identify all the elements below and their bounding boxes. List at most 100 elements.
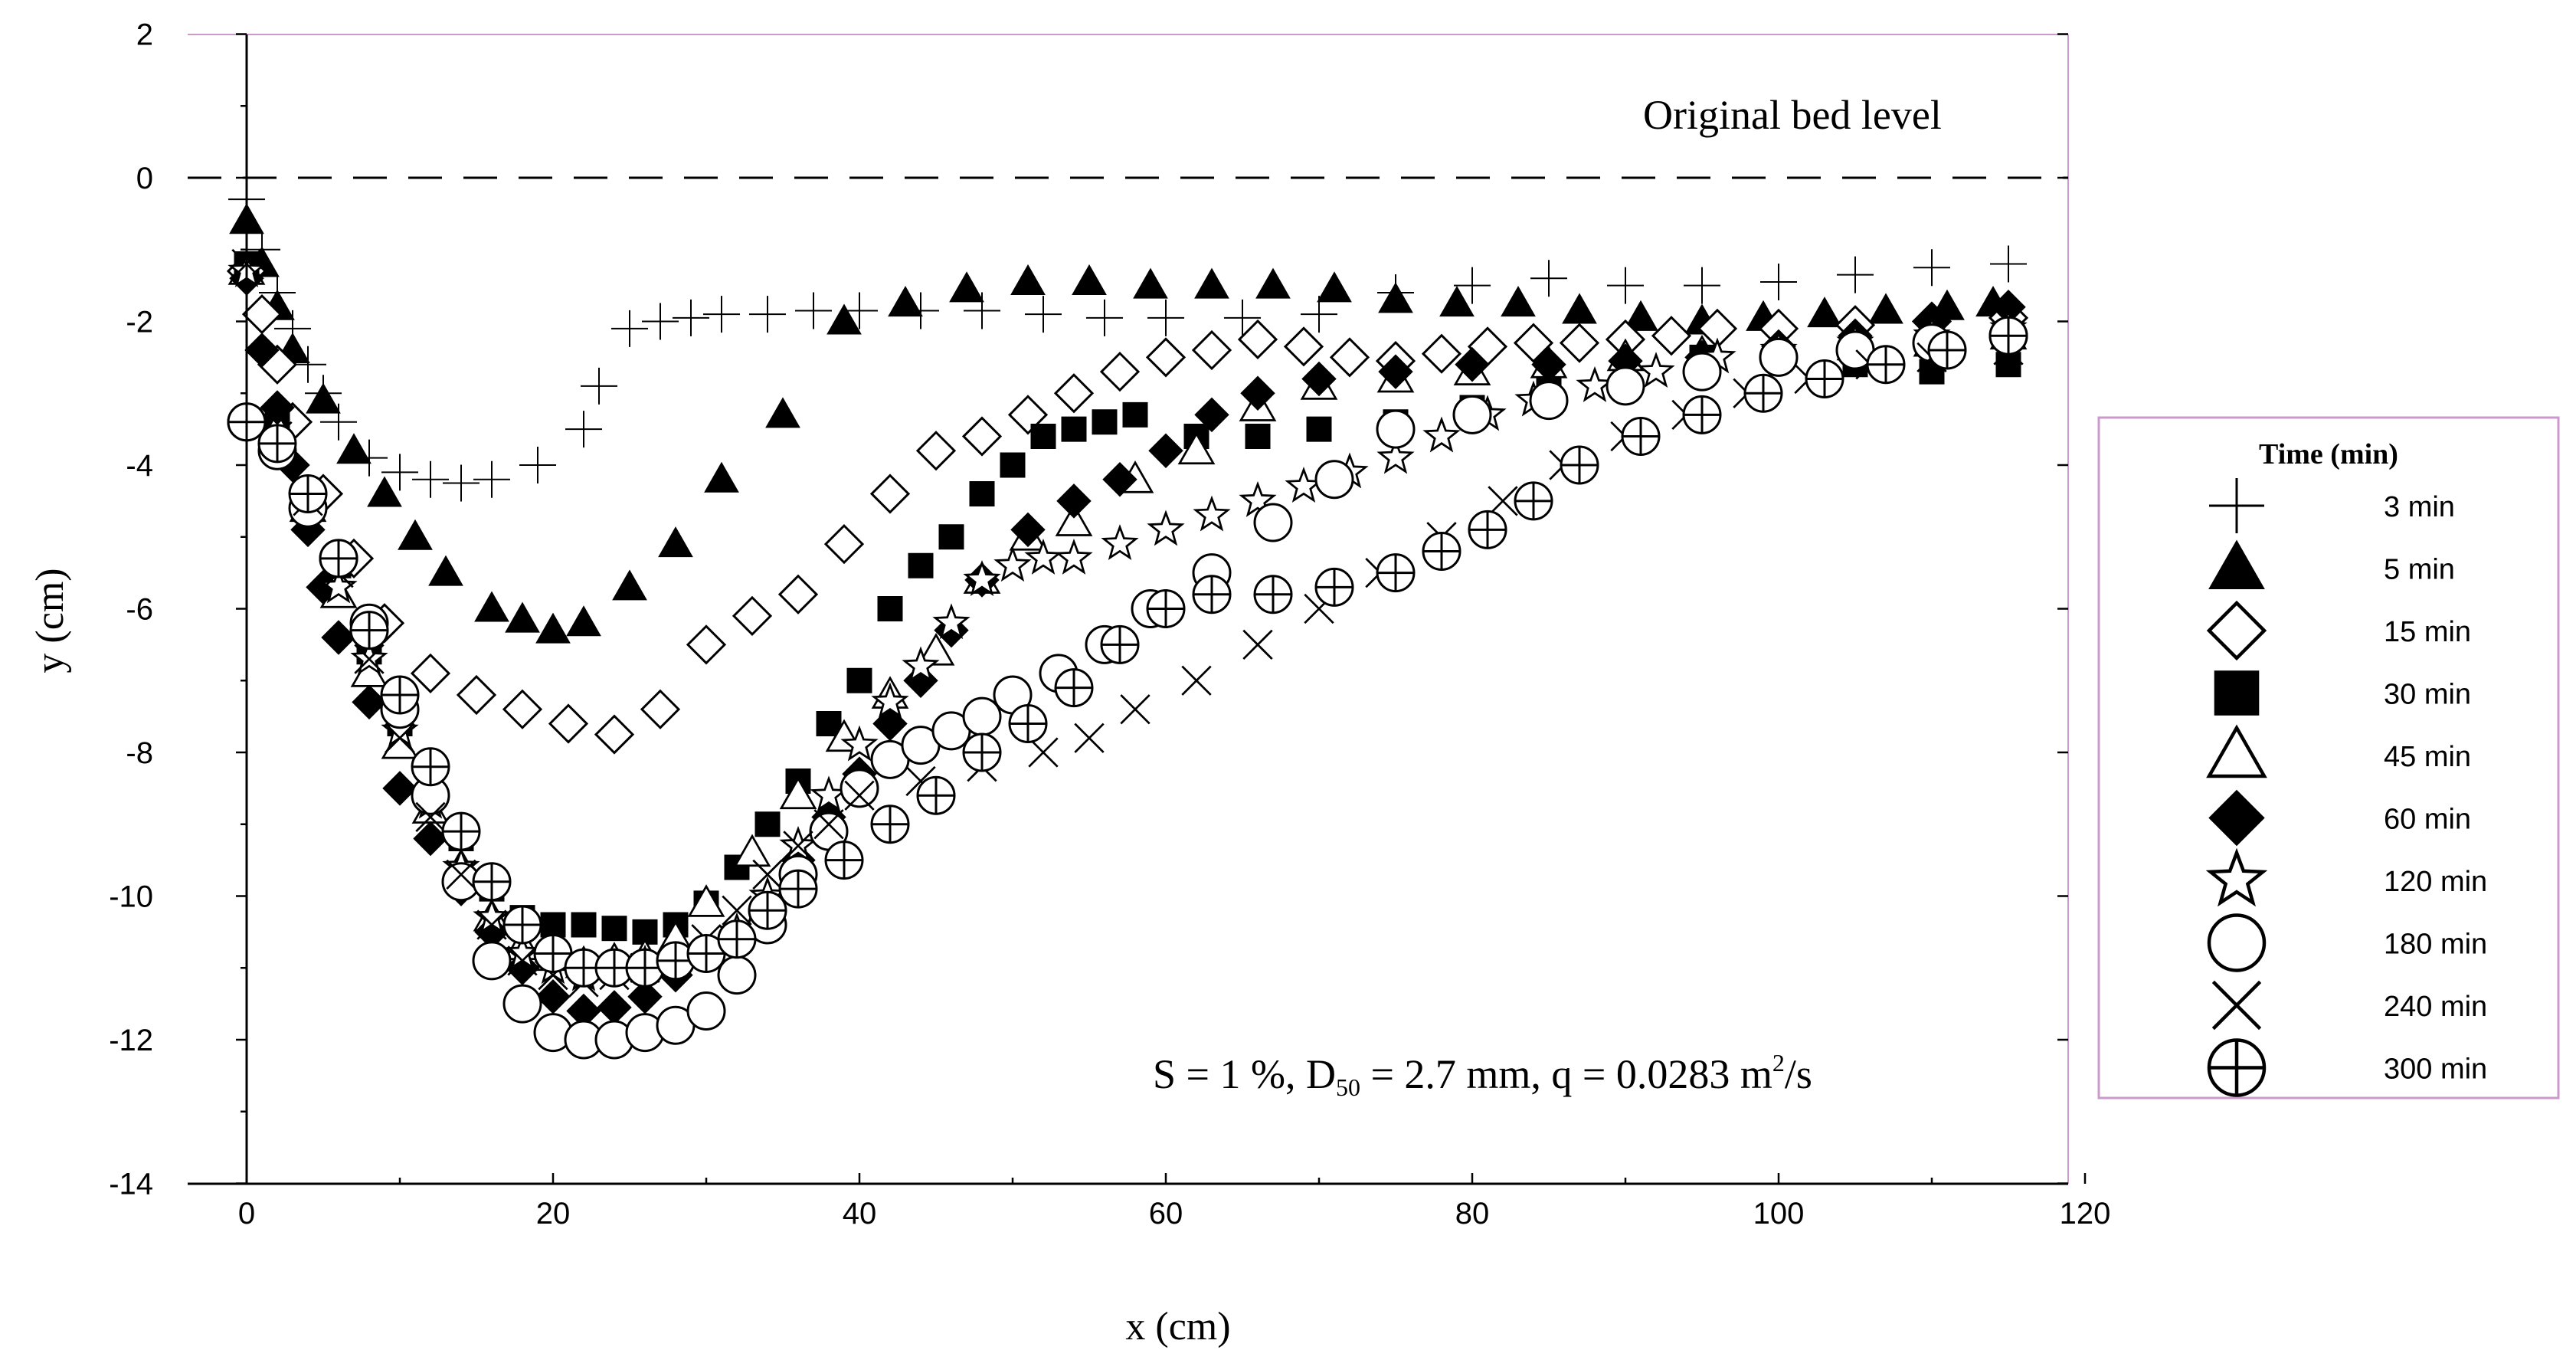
data-point [288, 474, 328, 513]
data-point [1255, 267, 1291, 299]
data-point [1454, 267, 1491, 304]
data-point [1101, 524, 1139, 561]
parameters-annotation: S = 1 %, D50 = 2.7 mm, q = 0.0283 m2/s [1153, 1049, 1812, 1101]
data-point [1102, 462, 1137, 497]
annotation-middle: = 2.7 mm, q = 0.0283 m [1360, 1051, 1772, 1097]
data-point [963, 560, 1001, 596]
data-point [385, 723, 415, 753]
data-point [1317, 271, 1352, 303]
y-tick-label: -14 [109, 1168, 153, 1201]
y-tick-label: -2 [126, 306, 153, 339]
data-point [380, 675, 420, 715]
legend-title: Time (min) [2259, 438, 2398, 470]
legend-entry: 5 min [2208, 539, 2455, 589]
data-point [625, 948, 665, 988]
data-point [241, 294, 283, 335]
data-point [1329, 337, 1370, 378]
data-point [502, 984, 542, 1024]
legend-marker-triangle-open [2206, 724, 2267, 778]
data-point [962, 732, 1002, 772]
y-axis-title: y (cm) [28, 568, 72, 673]
plot-frame [188, 34, 2069, 1184]
legend-label: 300 min [2384, 1054, 2487, 1086]
legend-entry: 120 min [2205, 847, 2487, 907]
data-point [505, 601, 540, 633]
data-point [535, 612, 571, 644]
data-point [915, 431, 957, 471]
data-point [1422, 532, 1461, 571]
data-point [519, 447, 556, 483]
legend-marker-diamond-open [2206, 600, 2267, 661]
data-point [428, 555, 463, 586]
data-point [1054, 668, 1094, 708]
data-point [846, 667, 872, 693]
series-5-min [229, 203, 2011, 644]
x-tick-label: 0 [238, 1197, 255, 1231]
data-point [917, 632, 955, 666]
data-point [869, 474, 911, 514]
data-point [354, 644, 385, 674]
data-point [748, 890, 787, 930]
data-point [1181, 665, 1212, 696]
data-point [969, 481, 995, 506]
data-point [962, 696, 1002, 736]
data-points [226, 181, 2029, 1060]
data-point [1099, 352, 1141, 392]
data-point [319, 567, 358, 604]
series-180-min [227, 316, 2028, 1060]
x-tick-label: 100 [1753, 1197, 1805, 1231]
data-point [752, 859, 783, 890]
legend-entry: 60 min [2208, 789, 2471, 847]
data-point [765, 397, 800, 428]
data-point [1623, 300, 1658, 331]
legend-entry: 180 min [2207, 913, 2487, 972]
series-300-min [227, 316, 2028, 988]
data-point [938, 524, 964, 550]
data-point [686, 624, 727, 665]
data-point [1488, 486, 1518, 516]
data-point [1147, 510, 1185, 546]
series-30-min [234, 251, 2021, 945]
legend-marker-star-open [2205, 847, 2268, 907]
data-point [877, 596, 903, 621]
data-point [1378, 282, 1413, 313]
data-point [1285, 467, 1323, 503]
legend-label: 240 min [2384, 991, 2487, 1023]
y-tick-label: -6 [126, 593, 153, 627]
data-point [642, 303, 679, 340]
legend-label: 30 min [2384, 679, 2471, 711]
data-point [1122, 401, 1148, 428]
data-point [336, 433, 372, 464]
legend-marker-square-filled [2214, 670, 2260, 716]
y-tick-label: -8 [126, 736, 153, 770]
data-point [826, 303, 862, 335]
data-point [1240, 375, 1275, 411]
data-point [1314, 567, 1354, 607]
data-point [1837, 256, 1874, 293]
data-point [686, 934, 726, 973]
data-point [381, 454, 418, 491]
data-point [673, 299, 709, 336]
data-point [1376, 437, 1415, 474]
data-point [1514, 481, 1553, 521]
data-point [1053, 373, 1095, 414]
data-point [1074, 723, 1105, 753]
data-point [872, 706, 908, 742]
data-point [1100, 624, 1140, 664]
x-tick-label: 120 [2060, 1197, 2111, 1231]
x-tick-label: 60 [1149, 1197, 1183, 1231]
data-point [1030, 424, 1056, 449]
data-point [472, 941, 512, 981]
data-point [686, 991, 726, 1031]
data-point [1651, 316, 1692, 356]
legend-marker-diamond-filled [2208, 789, 2265, 847]
data-point [1301, 361, 1337, 397]
data-point [840, 725, 879, 762]
data-point [1988, 316, 2028, 356]
legend-marker-x [2211, 980, 2262, 1031]
y-tick-label: 2 [136, 18, 153, 52]
data-point [548, 703, 589, 744]
data-point [733, 834, 771, 867]
data-point [1866, 345, 1906, 385]
data-point [658, 526, 693, 558]
